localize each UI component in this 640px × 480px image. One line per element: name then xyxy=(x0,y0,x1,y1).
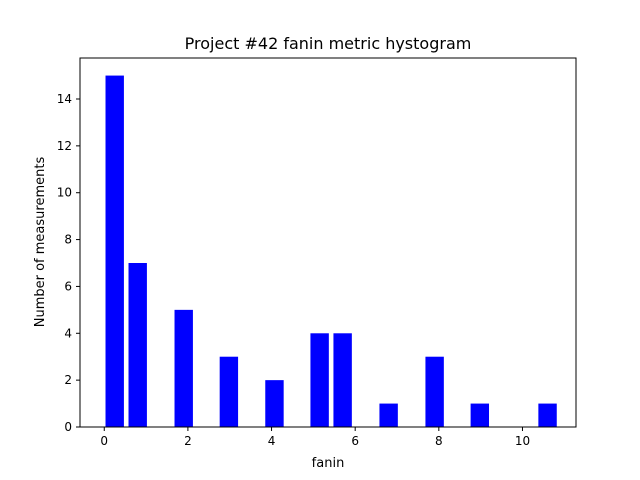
x-tick-label: 0 xyxy=(100,434,108,448)
bar xyxy=(470,403,490,427)
y-tick-label: 12 xyxy=(57,139,72,153)
bar xyxy=(425,356,444,427)
y-tick-label: 10 xyxy=(57,186,72,200)
x-axis-label: fanin xyxy=(312,456,345,471)
y-tick-label: 4 xyxy=(64,326,72,340)
y-tick-label: 2 xyxy=(64,373,72,387)
bar xyxy=(333,333,352,427)
bar xyxy=(219,356,239,427)
y-axis-label: Number of measurements xyxy=(33,157,48,328)
bar-series xyxy=(105,75,557,427)
bar xyxy=(379,403,398,427)
x-tick-label: 6 xyxy=(351,434,359,448)
bar xyxy=(128,263,147,427)
y-tick-label: 0 xyxy=(64,420,72,434)
x-tick-label: 4 xyxy=(268,434,276,448)
bar xyxy=(174,309,193,427)
x-tick-label: 8 xyxy=(435,434,443,448)
plot-frame xyxy=(79,57,577,428)
y-tick-label: 8 xyxy=(64,233,72,247)
x-tick-label: 10 xyxy=(515,434,530,448)
bar xyxy=(538,403,557,427)
bar xyxy=(105,75,124,427)
y-tick-label: 6 xyxy=(64,279,72,293)
x-tick-label: 2 xyxy=(184,434,192,448)
x-axis-ticks: 0 2 4 6 8 10 xyxy=(100,427,530,448)
bar xyxy=(310,333,329,427)
y-axis-ticks: 0 2 4 6 8 10 12 14 xyxy=(57,92,80,434)
chart-title: Project #42 fanin metric hystogram xyxy=(185,34,472,53)
y-tick-label: 14 xyxy=(57,92,72,106)
bar xyxy=(265,380,284,427)
